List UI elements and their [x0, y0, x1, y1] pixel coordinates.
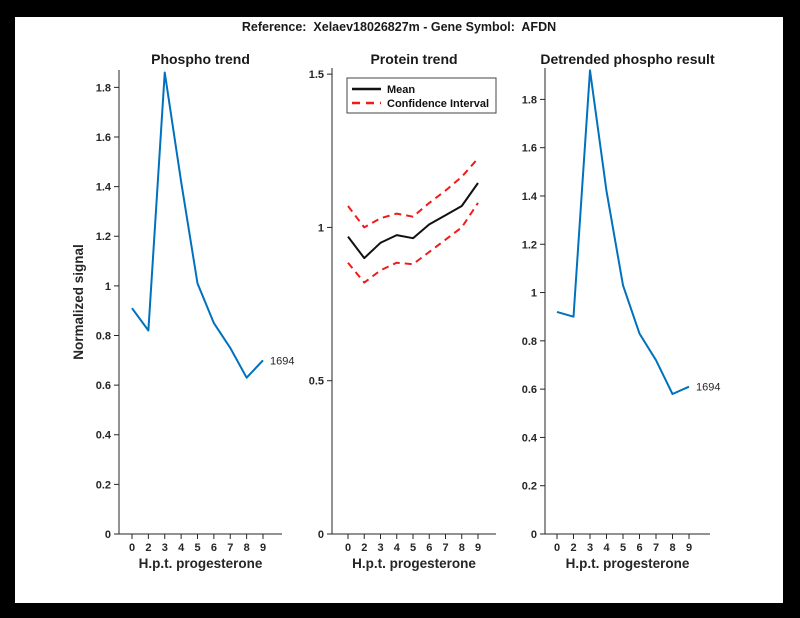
x-tick-label: 2: [145, 542, 151, 554]
series-line-phospho-signal: [131, 71, 264, 379]
y-tick-label: 0.4: [522, 432, 538, 444]
y-tick-label: 0.4: [96, 430, 112, 442]
x-tick-label: 8: [669, 542, 675, 554]
y-tick-label: 1.2: [522, 239, 537, 251]
x-tick-label: 6: [636, 542, 642, 554]
y-tick-label: 0.6: [522, 384, 537, 396]
subplot-title: Protein trend: [370, 51, 457, 67]
subplot-title: Detrended phospho result: [540, 51, 715, 67]
x-tick-label: 4: [178, 542, 185, 554]
x-tick-label: 2: [361, 542, 367, 554]
figure-title: Reference: Xelaev18026827m - Gene Symbol…: [241, 20, 557, 34]
y-tick-label: 1.8: [522, 94, 537, 106]
y-tick-label: 0.8: [522, 336, 537, 348]
subplot-title: Phospho trend: [151, 51, 250, 67]
figure-frame: Reference: Xelaev18026827m - Gene Symbol…: [15, 17, 783, 603]
y-tick-label: 1.4: [522, 191, 538, 203]
y-tick-label: 1.6: [96, 132, 111, 144]
x-axis-label: H.p.t. progesterone: [566, 556, 690, 571]
x-tick-label: 5: [410, 542, 416, 554]
y-tick-label: 0.2: [96, 479, 111, 491]
y-tick-label: 1.5: [309, 69, 324, 81]
y-tick-label: 1.8: [96, 82, 111, 94]
y-tick-label: 0: [531, 529, 537, 541]
x-tick-label: 2: [570, 542, 576, 554]
legend-label: Mean: [387, 84, 415, 96]
series-line-confidence-upper: [347, 157, 479, 229]
point-annotation: 1694: [696, 382, 720, 394]
x-tick-label: 0: [345, 542, 351, 554]
x-tick-label: 8: [244, 542, 250, 554]
y-tick-label: 1.2: [96, 231, 111, 243]
x-tick-label: 7: [227, 542, 233, 554]
x-tick-label: 7: [442, 542, 448, 554]
x-tick-label: 3: [377, 542, 383, 554]
x-tick-label: 9: [686, 542, 692, 554]
y-tick-label: 0.5: [309, 376, 324, 388]
x-tick-label: 9: [475, 542, 481, 554]
y-tick-label: 0.8: [96, 330, 111, 342]
y-tick-label: 1.4: [96, 182, 112, 194]
point-annotation: 1694: [270, 355, 294, 367]
x-tick-label: 4: [603, 542, 610, 554]
x-tick-label: 4: [394, 542, 401, 554]
legend-box: [346, 77, 497, 114]
y-tick-label: 1: [105, 281, 111, 293]
y-tick-label: 1.6: [522, 143, 537, 155]
y-tick-label: 1: [531, 288, 537, 300]
series-line-confidence-lower: [347, 202, 479, 284]
y-tick-label: 0.2: [522, 481, 537, 493]
y-tick-label: 1: [318, 222, 324, 234]
y-tick-label: 0: [105, 529, 111, 541]
series-line-mean: [347, 182, 479, 260]
series-line-detrended-phospho: [556, 69, 690, 395]
x-tick-label: 0: [554, 542, 560, 554]
x-tick-label: 3: [162, 542, 168, 554]
legend-label: Confidence Interval: [387, 98, 489, 110]
x-tick-label: 0: [129, 542, 135, 554]
x-tick-label: 5: [620, 542, 626, 554]
x-tick-label: 5: [194, 542, 200, 554]
figure-canvas: 0 2 3 4 5 6 7 8 900.20.40.60.811.21.41.61.8Phosp…: [71, 51, 720, 571]
y-tick-label: 0.6: [96, 380, 111, 392]
x-tick-label: 3: [587, 542, 593, 554]
y-axis-label: Normalized signal: [71, 244, 86, 360]
x-tick-label: 6: [211, 542, 217, 554]
x-tick-label: 8: [459, 542, 465, 554]
x-tick-label: 9: [260, 542, 266, 554]
y-tick-label: 0: [318, 529, 324, 541]
x-axis-label: H.p.t. progesterone: [139, 556, 263, 571]
x-axis-label: H.p.t. progesterone: [352, 556, 476, 571]
x-tick-label: 7: [653, 542, 659, 554]
x-tick-label: 6: [426, 542, 432, 554]
